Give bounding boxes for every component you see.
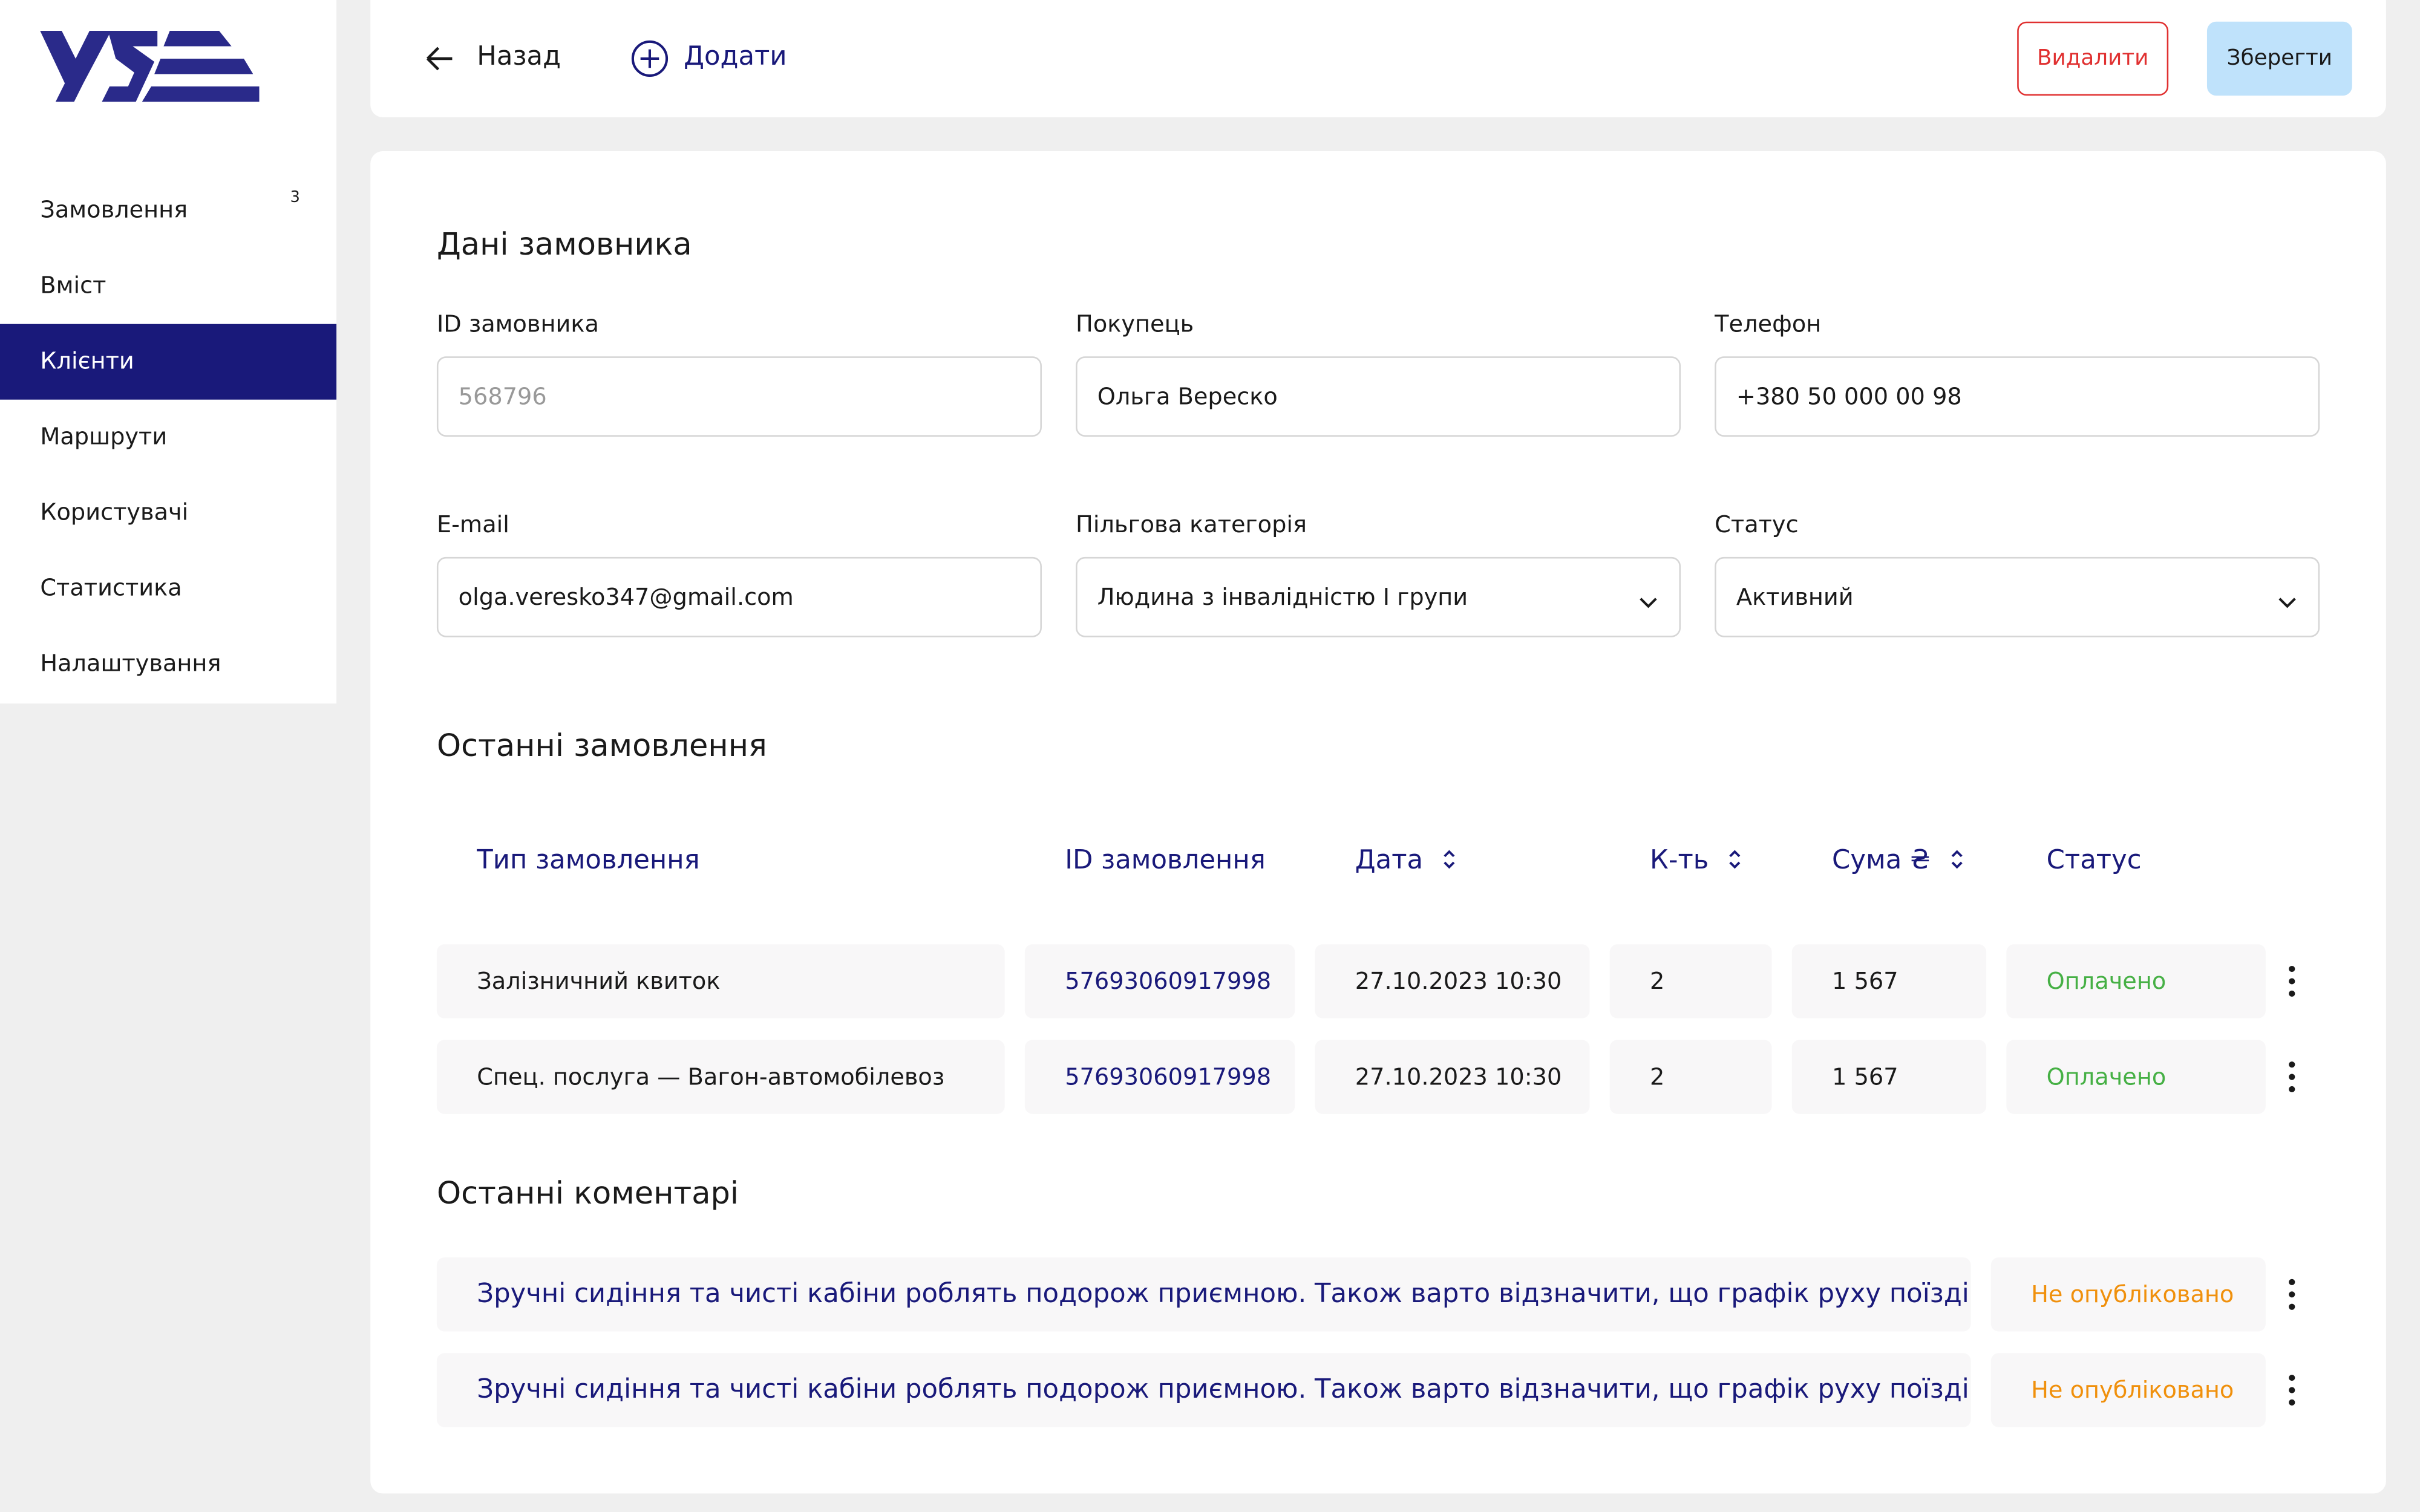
nav-label: Користувачі <box>40 498 189 526</box>
nav-label: Вміст <box>40 271 106 299</box>
section-title: Останні коментарі <box>436 1174 739 1211</box>
column-header[interactable]: К-ть <box>1650 846 1742 876</box>
more-menu[interactable] <box>2277 963 2307 1000</box>
table-cell: Спец. послуга — Вагон-автомобілевоз <box>436 1040 1005 1114</box>
nav-item[interactable]: Налаштування <box>0 627 336 702</box>
logo[interactable] <box>40 31 260 102</box>
more-menu[interactable] <box>2277 1372 2307 1409</box>
nav-item[interactable]: Статистика <box>0 551 336 627</box>
field-value: Ольга Вереско <box>1097 382 1278 411</box>
more-menu[interactable] <box>2277 1058 2307 1095</box>
chevron-icon-svg <box>2278 598 2296 608</box>
column-header: Статус <box>2047 846 2142 876</box>
back-icon-svg <box>427 47 453 71</box>
back-icon[interactable] <box>423 43 457 74</box>
column-label: Статус <box>2046 845 2142 876</box>
field-value: 568796 <box>458 382 547 411</box>
column-header: ID замовлення <box>1065 846 1266 876</box>
column-label: Сума ₴ <box>1832 845 1931 876</box>
nav-label: Налаштування <box>40 649 221 677</box>
field-label: Покупець <box>1076 310 1194 338</box>
comment-status: Не опубліковано <box>1990 1353 2266 1427</box>
column-label: Тип замовлення <box>477 845 700 876</box>
column-header: Тип замовлення <box>477 846 699 876</box>
select-input[interactable]: Людина з інвалідністю І групи <box>1076 556 1681 637</box>
field-value: +380 50 000 00 98 <box>1736 382 1962 411</box>
nav-item[interactable]: Замовлення 3 <box>0 173 336 249</box>
nav-item[interactable]: Клієнти <box>0 324 337 400</box>
column-label: ID замовлення <box>1065 845 1266 876</box>
section-title: Дані замовника <box>436 225 692 262</box>
nav-label: Маршрути <box>40 422 168 451</box>
field-label: E-mail <box>436 510 509 539</box>
text-input[interactable]: Ольга Вереско <box>1076 356 1681 437</box>
field-value: olga.veresko347@gmail.com <box>458 583 794 611</box>
column-label: К-ть <box>1650 845 1709 876</box>
sort-icon[interactable] <box>1949 849 1964 870</box>
section-title: Останні замовлення <box>436 726 767 764</box>
add-icon-svg <box>631 40 669 77</box>
table-cell: 27.10.2023 10:30 <box>1315 1040 1590 1114</box>
chevron-icon-svg <box>1640 598 1657 608</box>
table-cell[interactable]: 57693060917998 <box>1024 944 1295 1018</box>
comment-status: Не опубліковано <box>1990 1257 2266 1332</box>
comment-text[interactable]: Зручні сидіння та чисті кабіни роблять п… <box>436 1257 1971 1332</box>
add-button[interactable]: Додати <box>684 41 787 73</box>
table-cell: 27.10.2023 10:30 <box>1315 944 1590 1018</box>
nav-badge: 3 <box>290 189 300 207</box>
table-cell: 2 <box>1609 944 1772 1018</box>
select-input[interactable]: Активний <box>1715 556 2320 637</box>
field-label: Пільгова категорія <box>1076 510 1307 539</box>
column-header[interactable]: Сума ₴ <box>1832 846 1964 876</box>
add-icon[interactable] <box>631 40 669 77</box>
field-value: Активний <box>1736 583 1854 611</box>
more-menu-svg <box>2289 1061 2295 1093</box>
column-label: Дата <box>1355 845 1424 876</box>
sort-icon[interactable] <box>1442 849 1457 870</box>
nav-item[interactable]: Користувачі <box>0 475 336 551</box>
field-label: Телефон <box>1715 310 1822 338</box>
nav-label: Клієнти <box>40 347 134 375</box>
field-label: Статус <box>1715 510 1799 539</box>
comment-text[interactable]: Зручні сидіння та чисті кабіни роблять п… <box>436 1353 1971 1427</box>
nav-item[interactable]: Маршрути <box>0 400 336 475</box>
save-button[interactable]: Зберегти <box>2206 21 2352 96</box>
nav-label: Замовлення <box>40 195 188 224</box>
column-header[interactable]: Дата <box>1355 846 1457 876</box>
table-cell: 1 567 <box>1791 1040 1987 1114</box>
table-cell: Оплачено <box>2006 944 2266 1018</box>
table-cell: 1 567 <box>1791 944 1987 1018</box>
more-menu-svg <box>2289 1279 2295 1310</box>
table-cell: Оплачено <box>2006 1040 2266 1114</box>
nav-label: Статистика <box>40 573 182 602</box>
chevron-icon <box>2277 588 2298 608</box>
text-input: 568796 <box>436 356 1042 437</box>
table-cell: Залізничний квиток <box>436 944 1005 1018</box>
delete-button[interactable]: Видалити <box>2017 21 2169 96</box>
text-input[interactable]: olga.veresko347@gmail.com <box>436 556 1042 637</box>
sort-icon[interactable] <box>1727 849 1743 870</box>
table-cell[interactable]: 57693060917998 <box>1024 1040 1295 1114</box>
chevron-icon <box>1638 588 1660 608</box>
table-cell: 2 <box>1609 1040 1772 1114</box>
nav-item[interactable]: Вміст <box>0 249 336 324</box>
more-menu[interactable] <box>2277 1276 2307 1313</box>
field-label: ID замовника <box>436 310 599 338</box>
more-menu-svg <box>2289 965 2295 997</box>
more-menu-svg <box>2289 1374 2295 1406</box>
field-value: Людина з інвалідністю І групи <box>1097 583 1468 611</box>
back-button[interactable]: Назад <box>477 41 561 73</box>
text-input[interactable]: +380 50 000 00 98 <box>1715 356 2320 437</box>
